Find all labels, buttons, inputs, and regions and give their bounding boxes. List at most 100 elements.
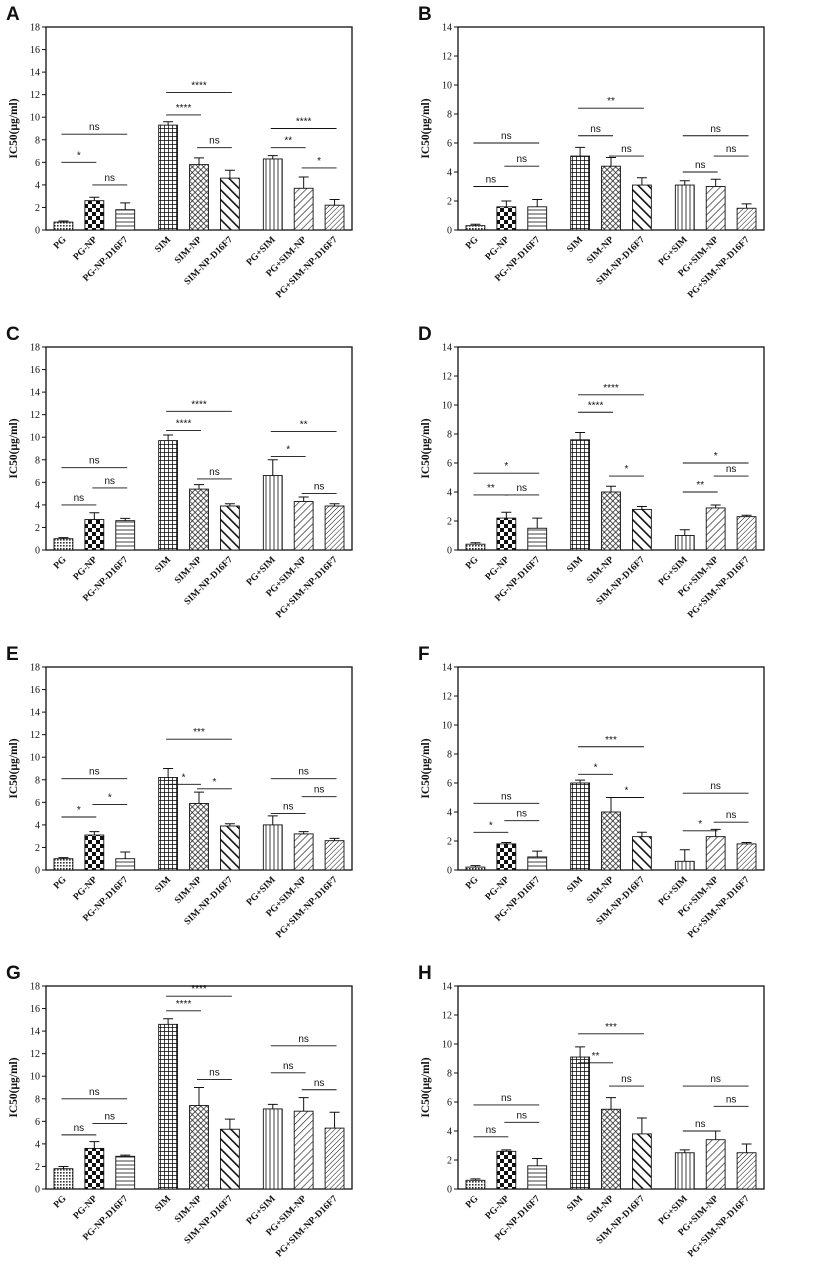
y-tick-label: 10: [30, 1072, 40, 1083]
significance-label: ns: [74, 493, 85, 504]
error-bar: [679, 1149, 690, 1153]
significance-label: ***: [193, 727, 205, 738]
category-label: SIM-NP: [585, 875, 616, 906]
significance-label: ns: [104, 476, 115, 487]
error-bar: [267, 1103, 278, 1109]
y-axis-label: IC50(μg/ml): [8, 1057, 20, 1117]
significance-label: ****: [176, 999, 192, 1010]
error-bar: [298, 1097, 309, 1112]
y-tick-label: 16: [30, 45, 40, 56]
error-bar: [470, 223, 481, 226]
panel-letter: B: [418, 4, 432, 25]
significance-label: ns: [621, 144, 632, 155]
bar-sim: [158, 124, 179, 231]
bar-sim-np: [189, 803, 209, 871]
bar-pg: [465, 543, 486, 551]
error-bar: [194, 1087, 204, 1106]
category-label: SIM: [565, 875, 585, 895]
category-label: PG-NP: [72, 1194, 100, 1222]
error-bar: [163, 434, 174, 441]
y-tick-label: 12: [30, 90, 40, 101]
bar-pg-plus-sim: [262, 1108, 283, 1190]
y-tick-label: 12: [30, 1049, 40, 1060]
bar-sim-np-d16f7: [631, 836, 652, 871]
error-bar: [194, 791, 204, 804]
y-tick-label: 18: [30, 982, 40, 993]
error-bar: [89, 196, 100, 201]
significance-label: ns: [710, 781, 721, 792]
bar-pg-np: [496, 517, 517, 551]
y-tick-label: 8: [35, 135, 40, 146]
error-bar: [501, 841, 512, 844]
category-label: PG-NP: [72, 555, 100, 583]
error-bar: [575, 779, 586, 783]
error-bar: [532, 517, 543, 529]
bar-pg-plus-sim: [674, 860, 695, 871]
y-tick-label: 2: [447, 1156, 452, 1167]
y-tick-label: 8: [447, 430, 452, 441]
y-axis-label: IC50(μg/ml): [8, 418, 20, 478]
error-bar: [741, 203, 752, 209]
category-label: PG-NP: [484, 875, 512, 903]
y-tick-label: 6: [35, 1117, 40, 1128]
panel-e: E 0 2 4 6 8 10 12 14 16 18 IC50(μg/ml) * ns * * *** * ns ns…: [0, 640, 411, 958]
bar-pg-plus-sim: [262, 475, 283, 551]
error-bar: [470, 542, 481, 545]
y-tick-label: 14: [442, 982, 452, 993]
y-tick-label: 12: [442, 52, 452, 63]
error-bar: [163, 121, 174, 126]
error-bar: [470, 1178, 481, 1181]
y-tick-label: 0: [35, 1185, 40, 1196]
bar-pg-np-d16f7: [115, 1155, 136, 1190]
y-tick-label: 10: [442, 401, 452, 412]
significance-label: ns: [283, 1061, 294, 1072]
significance-label: ns: [726, 144, 737, 155]
error-bar: [89, 831, 100, 836]
bar-pg-np-d16f7: [115, 858, 136, 871]
bar-pg-plus-sim-np-d16f7: [324, 204, 345, 231]
significance-label: **: [487, 483, 495, 494]
error-bar: [741, 841, 752, 844]
significance-label: ns: [298, 767, 309, 778]
significance-label: ns: [726, 1094, 737, 1105]
significance-label: *: [698, 819, 702, 830]
category-label: SIM: [565, 555, 585, 575]
y-tick-label: 10: [442, 721, 452, 732]
significance-label: *: [594, 762, 598, 773]
significance-label: *: [317, 156, 321, 167]
bar-sim: [570, 1056, 591, 1190]
significance-label: ns: [104, 1112, 115, 1123]
bar-sim-np-d16f7: [219, 1128, 240, 1190]
error-bar: [58, 1165, 69, 1169]
category-label: SIM-NP: [173, 1194, 204, 1225]
y-tick-label: 4: [35, 1139, 40, 1150]
y-tick-label: 0: [35, 226, 40, 237]
significance-label: ns: [590, 124, 601, 135]
error-bar: [606, 1097, 616, 1110]
y-tick-label: 18: [30, 23, 40, 34]
significance-label: *: [489, 820, 493, 831]
significance-label: ns: [516, 154, 527, 165]
significance-label: ns: [104, 173, 115, 184]
significance-label: ****: [176, 418, 192, 429]
error-bar: [58, 537, 69, 539]
category-label: PG+SIM-NP-D16F7: [686, 875, 752, 941]
bar-pg-plus-sim-np-d16f7: [736, 1152, 757, 1190]
category-label: PG+SIM-NP-D16F7: [686, 555, 752, 621]
significance-label: ****: [296, 117, 312, 128]
significance-label: ****: [191, 399, 207, 410]
bar-pg-plus-sim: [674, 1152, 695, 1190]
error-bar: [89, 1141, 100, 1149]
error-bar: [329, 503, 340, 507]
bar-pg-plus-sim-np: [293, 1110, 314, 1190]
bar-sim-np: [189, 1105, 209, 1190]
error-bar: [741, 514, 752, 517]
y-tick-label: 10: [442, 1040, 452, 1051]
y-axis-label: IC50(μg/ml): [420, 418, 432, 478]
category-label: PG: [52, 235, 69, 252]
bar-pg: [53, 1168, 74, 1190]
significance-label: ns: [89, 122, 100, 133]
panel-b: B 0 2 4 6 8 10 12 14 IC50(μg/ml) ns ns ns ns ** ns ns ns n…: [412, 0, 823, 319]
y-tick-label: 0: [447, 546, 452, 557]
error-bar: [120, 517, 131, 521]
